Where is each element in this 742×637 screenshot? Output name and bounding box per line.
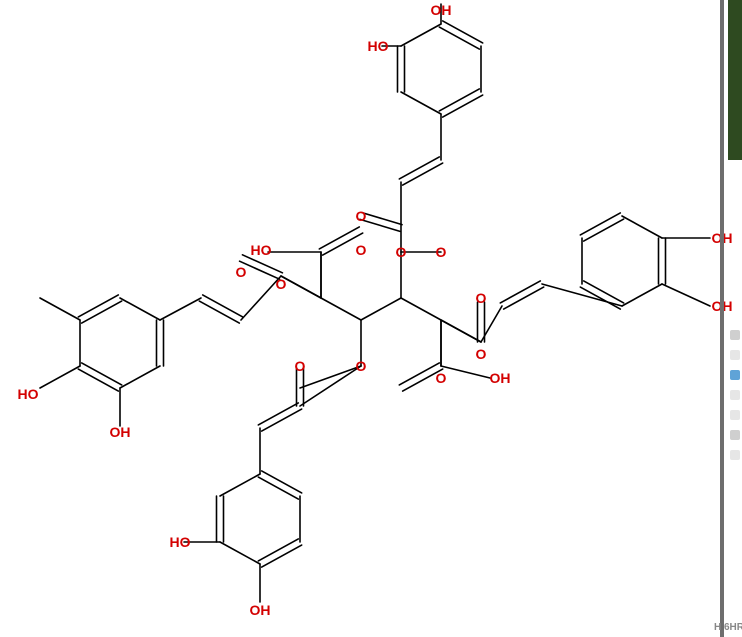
- atom-label: O: [436, 371, 447, 385]
- molecule-svg: [0, 0, 742, 637]
- sidebar-divider: [720, 0, 724, 637]
- atom-label: OH: [250, 603, 271, 617]
- atom-label: O: [356, 209, 367, 223]
- sidebar-tick: [730, 370, 740, 380]
- sidebar-footer: H 6HR: [714, 623, 742, 633]
- atom-label: O: [476, 291, 487, 305]
- sidebar-tick: [730, 430, 740, 440]
- atom-label: O: [356, 243, 367, 257]
- atom-label: HO: [170, 535, 191, 549]
- diagram-stage: HOOHOHHOOHHOOHOHHOOOOOOOOOOOHOO H 6HR: [0, 0, 742, 637]
- atom-label: O: [276, 277, 287, 291]
- atom-label: O: [476, 347, 487, 361]
- atom-label: O: [236, 265, 247, 279]
- atom-label: HO: [368, 39, 389, 53]
- sidebar-tick: [730, 390, 740, 400]
- atom-label: HO: [251, 243, 272, 257]
- atom-label: O: [436, 245, 447, 259]
- sidebar-tick: [730, 450, 740, 460]
- atom-label: O: [396, 245, 407, 259]
- atom-label: OH: [490, 371, 511, 385]
- sidebar-tick: [730, 410, 740, 420]
- atom-label: OH: [431, 3, 452, 17]
- atom-label: OH: [110, 425, 131, 439]
- sidebar-tick: [730, 350, 740, 360]
- sidebar-accent: [728, 0, 742, 160]
- atom-label: O: [356, 359, 367, 373]
- atom-label: O: [295, 359, 306, 373]
- atom-label: HO: [18, 387, 39, 401]
- sidebar-tick: [730, 330, 740, 340]
